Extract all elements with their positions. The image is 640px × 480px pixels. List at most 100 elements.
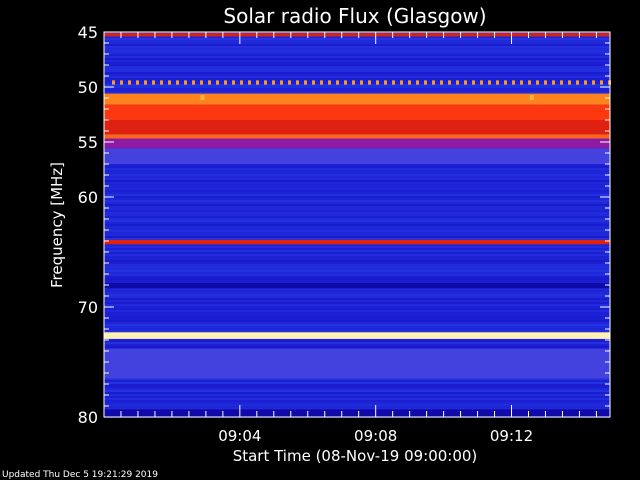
band-dot	[240, 80, 243, 85]
band-dot	[488, 80, 491, 85]
texture-stripe	[104, 396, 610, 398]
texture-stripe	[104, 186, 610, 188]
texture-stripe	[104, 172, 610, 174]
band-dot	[336, 80, 339, 85]
band-dot	[112, 80, 115, 85]
texture-stripe	[104, 92, 610, 94]
texture-stripe	[104, 60, 610, 62]
texture-stripe	[104, 252, 610, 254]
texture-stripe	[104, 174, 610, 176]
band-dot	[384, 80, 387, 85]
texture-stripe	[104, 306, 610, 308]
texture-stripe	[104, 36, 610, 38]
band-dot	[592, 80, 595, 85]
band-5	[104, 134, 610, 139]
texture-stripe	[104, 238, 610, 240]
texture-stripe	[104, 328, 610, 330]
texture-stripe	[104, 258, 610, 260]
band-8	[104, 239, 610, 245]
band-dot	[176, 80, 179, 85]
texture-stripe	[104, 62, 610, 64]
band-dot	[440, 80, 443, 85]
texture-stripe	[104, 212, 610, 214]
texture-stripe	[104, 230, 610, 232]
burst-1	[529, 95, 534, 100]
band-dot	[320, 80, 323, 85]
band-dot	[472, 80, 475, 85]
texture-stripe	[104, 70, 610, 72]
texture-stripe	[104, 404, 610, 406]
texture-stripe	[104, 244, 610, 246]
texture-stripe	[104, 330, 610, 332]
y-tick-label: 80	[78, 408, 98, 427]
texture-stripe	[104, 338, 610, 340]
texture-stripe	[104, 302, 610, 304]
band-dot	[248, 80, 251, 85]
texture-stripe	[104, 250, 610, 252]
texture-stripe	[104, 400, 610, 402]
band-dot	[480, 80, 483, 85]
texture-stripe	[104, 58, 610, 60]
texture-stripe	[104, 408, 610, 410]
texture-stripe	[104, 206, 610, 208]
texture-stripe	[104, 394, 610, 396]
plot-frame	[103, 31, 611, 418]
texture-stripe	[104, 256, 610, 258]
band-dot	[416, 80, 419, 85]
band-dot	[576, 80, 579, 85]
band-dot	[232, 80, 235, 85]
texture-stripe	[104, 326, 610, 328]
band-dot	[424, 80, 427, 85]
texture-stripe	[104, 78, 610, 80]
texture-stripe	[104, 390, 610, 392]
band-dot	[192, 80, 195, 85]
y-tick-label: 45	[78, 23, 98, 42]
band-dot	[200, 80, 203, 85]
texture-stripe	[104, 54, 610, 56]
texture-stripe	[104, 198, 610, 200]
band-dot	[496, 80, 499, 85]
texture-stripe	[104, 278, 610, 280]
x-axis-title: Start Time (08-Nov-19 09:00:00)	[233, 447, 478, 465]
band-dot	[432, 80, 435, 85]
band-dot	[168, 80, 171, 85]
band-dot	[184, 80, 187, 85]
texture-stripe	[104, 406, 610, 408]
band-dot	[144, 80, 147, 85]
texture-stripe	[104, 270, 610, 272]
y-axis-title: Frequency [MHz]	[48, 162, 66, 288]
band-6	[104, 138, 610, 149]
texture-stripe	[104, 38, 610, 40]
band-dot	[160, 80, 163, 85]
texture-stripe	[104, 274, 610, 276]
y-tick-label: 70	[78, 298, 98, 317]
texture-stripe	[104, 320, 610, 322]
texture-stripe	[104, 346, 610, 348]
texture-stripe	[104, 80, 610, 82]
texture-stripe	[104, 56, 610, 58]
texture-stripe	[104, 180, 610, 182]
texture-stripe	[104, 272, 610, 274]
texture-stripe	[104, 88, 610, 90]
texture-stripe	[104, 314, 610, 316]
band-dot	[256, 80, 259, 85]
texture-stripe	[104, 190, 610, 192]
texture-stripe	[104, 342, 610, 344]
band-12	[104, 409, 610, 417]
x-tick-label: 09:04	[218, 427, 261, 445]
band-dot	[128, 80, 131, 85]
texture-stripe	[104, 74, 610, 76]
texture-stripe	[104, 66, 610, 68]
texture-stripe	[104, 48, 610, 50]
texture-stripe	[104, 182, 610, 184]
texture-stripe	[104, 178, 610, 180]
texture-stripe	[104, 168, 610, 170]
band-dotted-1	[112, 80, 611, 85]
texture-stripe	[104, 300, 610, 302]
texture-stripe	[104, 380, 610, 382]
band-dot	[344, 80, 347, 85]
plot-area	[103, 31, 611, 418]
band-dot	[448, 80, 451, 85]
band-dot	[120, 80, 123, 85]
